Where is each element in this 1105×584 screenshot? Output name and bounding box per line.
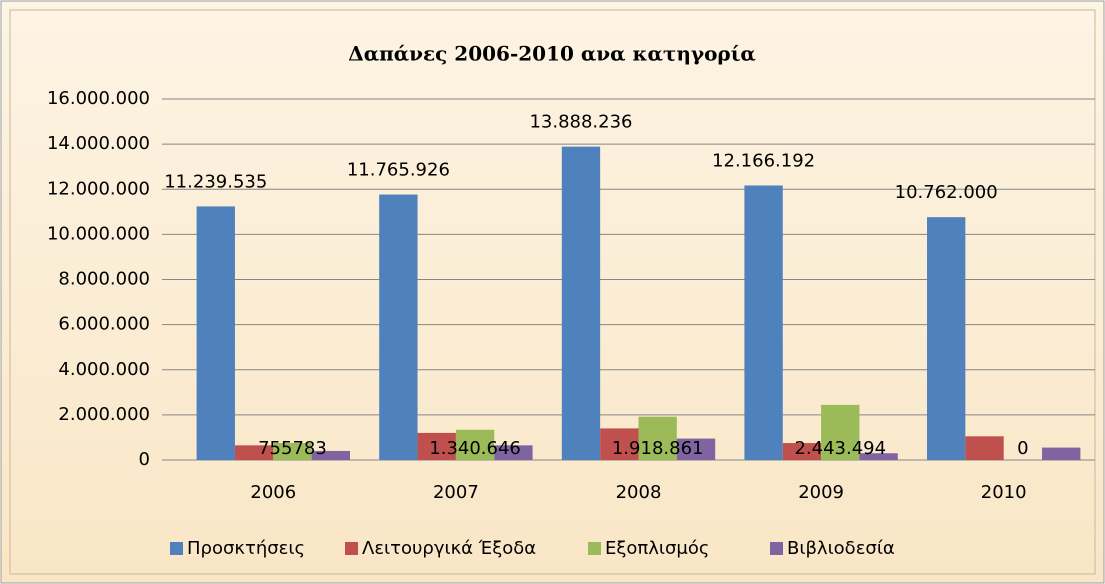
bar bbox=[638, 416, 677, 460]
legend-label: Προσκτήσεις bbox=[187, 538, 305, 559]
legend-label: Εξοπλισμός bbox=[605, 538, 709, 559]
data-label: 11.765.926 bbox=[347, 160, 450, 181]
bar bbox=[600, 428, 639, 460]
data-label: 2.443.494 bbox=[794, 438, 886, 459]
bar bbox=[965, 436, 1004, 460]
bar bbox=[311, 450, 350, 460]
bar bbox=[417, 432, 456, 460]
bar bbox=[676, 438, 716, 460]
legend-label: Βιβλιοδεσία bbox=[787, 538, 895, 559]
y-tick-label: 12.000.000 bbox=[47, 178, 150, 199]
bar bbox=[234, 445, 274, 460]
data-label: 1.340.646 bbox=[429, 438, 521, 459]
data-label: 10.762.000 bbox=[895, 182, 998, 203]
bar bbox=[859, 453, 898, 460]
bar bbox=[744, 185, 783, 460]
bar bbox=[561, 146, 601, 461]
bar bbox=[455, 429, 495, 460]
bar bbox=[1042, 447, 1081, 460]
data-label: 0 bbox=[1017, 438, 1028, 459]
bar bbox=[273, 442, 312, 460]
chart-frame bbox=[9, 9, 1096, 575]
y-tick-label: 10.000.000 bbox=[47, 223, 150, 244]
bar bbox=[821, 404, 860, 460]
x-tick-label: 2010 bbox=[981, 482, 1027, 503]
data-label: 755783 bbox=[258, 438, 327, 459]
data-label: 13.888.236 bbox=[529, 112, 632, 133]
legend-swatch bbox=[345, 542, 358, 555]
y-tick-label: 0 bbox=[139, 449, 150, 470]
bar bbox=[927, 217, 966, 460]
x-tick-label: 2009 bbox=[798, 482, 844, 503]
y-tick-label: 6.000.000 bbox=[58, 314, 150, 335]
y-tick-label: 2.000.000 bbox=[58, 404, 150, 425]
bar bbox=[782, 443, 822, 460]
x-tick-label: 2008 bbox=[616, 482, 662, 503]
data-label: 11.239.535 bbox=[164, 171, 267, 192]
legend-swatch bbox=[588, 542, 601, 555]
bar bbox=[494, 445, 533, 460]
x-tick-label: 2006 bbox=[250, 482, 296, 503]
legend-swatch bbox=[770, 542, 783, 555]
data-label: 12.166.192 bbox=[712, 151, 815, 172]
legend-swatch bbox=[170, 542, 183, 555]
y-tick-label: 14.000.000 bbox=[47, 133, 150, 154]
data-label: 1.918.861 bbox=[612, 438, 704, 459]
y-tick-label: 16.000.000 bbox=[47, 88, 150, 109]
x-tick-label: 2007 bbox=[433, 482, 479, 503]
legend-label: Λειτουργικά Έξοδα bbox=[362, 538, 536, 559]
bar bbox=[196, 206, 235, 460]
chart-title: Δαπάνες 2006-2010 ανα κατηγορία bbox=[348, 42, 756, 66]
bar bbox=[379, 194, 418, 460]
y-tick-label: 4.000.000 bbox=[58, 359, 150, 380]
y-tick-label: 8.000.000 bbox=[58, 269, 150, 290]
